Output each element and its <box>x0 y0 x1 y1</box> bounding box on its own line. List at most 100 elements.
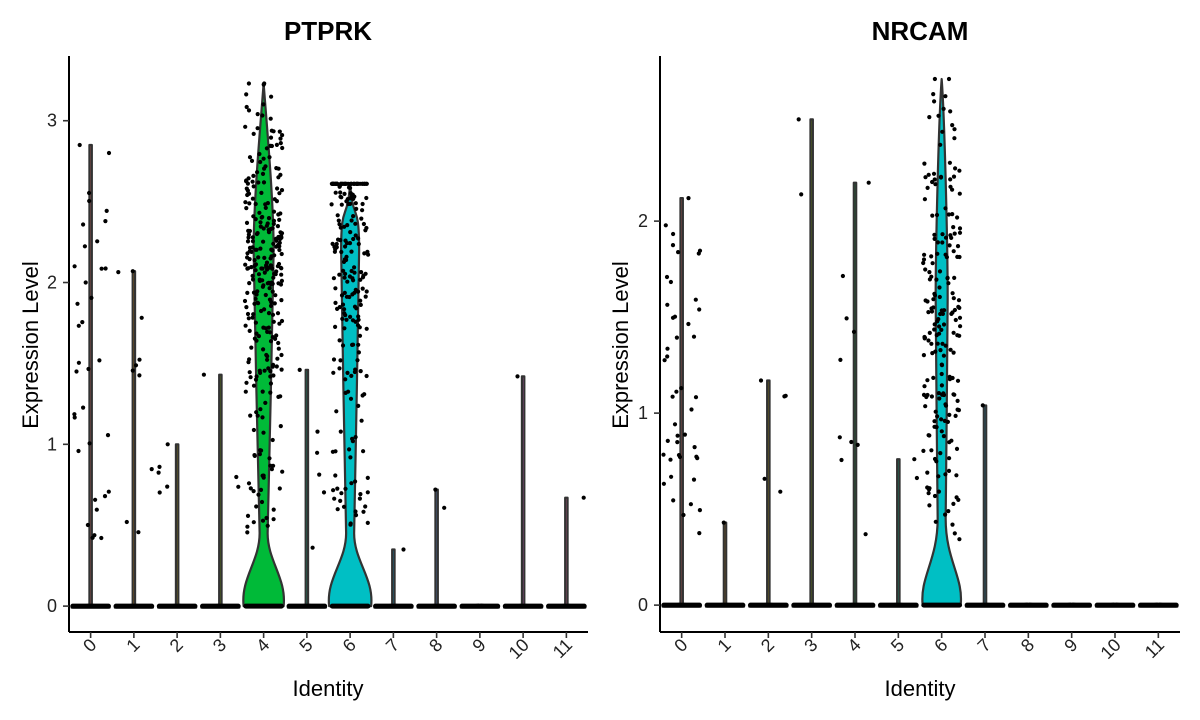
data-point <box>339 202 344 207</box>
data-point <box>245 239 251 244</box>
data-point <box>256 180 261 185</box>
data-point <box>349 481 354 486</box>
data-point <box>261 226 266 231</box>
data-point <box>268 256 273 261</box>
data-point <box>317 472 322 477</box>
data-point <box>931 171 937 176</box>
data-point <box>675 440 680 445</box>
data-point <box>935 251 940 256</box>
data-point <box>247 257 252 262</box>
data-point <box>333 190 338 195</box>
data-point <box>943 472 948 477</box>
data-point <box>259 190 264 195</box>
data-point <box>277 321 282 326</box>
data-point <box>676 453 682 458</box>
data-point <box>352 265 357 270</box>
data-point <box>338 225 343 230</box>
data-point <box>243 124 248 129</box>
data-point <box>358 277 363 282</box>
data-point <box>938 311 943 317</box>
data-point <box>244 179 249 184</box>
data-point <box>938 348 943 353</box>
data-point <box>352 270 357 275</box>
data-point <box>936 113 941 118</box>
data-point <box>255 289 260 294</box>
zero-points-cluster-8 <box>416 603 457 609</box>
data-point <box>265 201 270 206</box>
data-point <box>99 266 104 271</box>
data-point <box>156 470 161 475</box>
data-point <box>942 418 947 423</box>
data-point <box>921 257 927 262</box>
data-point <box>103 266 108 271</box>
data-point <box>691 334 697 339</box>
data-point <box>255 112 260 117</box>
violin-cluster-7 <box>964 404 1006 608</box>
data-point <box>939 429 944 434</box>
data-point <box>343 390 348 395</box>
data-point <box>87 198 92 204</box>
data-point <box>268 116 273 121</box>
data-point <box>351 181 356 186</box>
data-point <box>263 205 268 210</box>
data-point <box>261 239 266 244</box>
data-point <box>957 191 962 196</box>
data-point <box>674 335 680 340</box>
data-point <box>356 241 361 247</box>
x-tick-label-10: 10 <box>505 635 533 663</box>
data-point <box>345 370 350 375</box>
data-point <box>274 364 279 369</box>
data-point <box>955 244 961 249</box>
data-point <box>926 172 931 177</box>
data-point <box>106 489 111 494</box>
data-point <box>277 129 282 134</box>
data-point <box>82 244 87 249</box>
xlabel-nrcam: Identity <box>885 676 956 701</box>
data-point <box>236 484 241 489</box>
xlabel-ptprk: Identity <box>293 676 364 701</box>
data-point <box>932 419 937 424</box>
data-point <box>348 521 353 526</box>
data-point <box>139 315 144 320</box>
data-point <box>922 384 927 389</box>
data-point <box>951 249 956 254</box>
data-point <box>946 468 952 473</box>
data-point <box>948 184 953 189</box>
data-point <box>939 363 945 368</box>
data-point <box>926 491 931 496</box>
data-point <box>932 232 937 237</box>
data-point <box>268 369 273 374</box>
data-point <box>933 349 938 354</box>
data-point <box>277 217 282 222</box>
data-point <box>76 360 81 365</box>
data-point <box>669 474 674 479</box>
data-point <box>252 336 257 341</box>
data-point <box>931 375 936 380</box>
data-point <box>335 181 340 186</box>
data-point <box>279 278 284 283</box>
data-point <box>251 312 256 317</box>
data-point <box>952 275 957 280</box>
data-point <box>87 441 92 446</box>
data-point <box>670 394 675 399</box>
data-point <box>258 370 263 375</box>
data-point <box>86 366 91 372</box>
data-point <box>365 520 370 526</box>
data-point <box>363 294 368 299</box>
violin-cluster-5 <box>878 458 919 608</box>
data-point <box>245 513 251 519</box>
data-point <box>932 177 937 182</box>
data-point <box>106 150 112 156</box>
data-point <box>333 324 338 329</box>
data-point <box>943 512 948 517</box>
data-point <box>265 357 270 362</box>
data-point <box>244 206 249 211</box>
data-point <box>335 507 340 512</box>
zero-points-cluster-3 <box>200 603 241 609</box>
data-point <box>261 156 266 161</box>
data-point <box>338 498 343 503</box>
data-point <box>249 345 254 350</box>
data-point <box>343 244 348 249</box>
data-point <box>262 270 267 275</box>
